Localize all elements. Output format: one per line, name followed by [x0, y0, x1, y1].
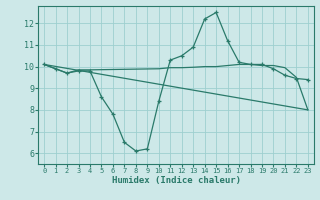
- X-axis label: Humidex (Indice chaleur): Humidex (Indice chaleur): [111, 176, 241, 185]
